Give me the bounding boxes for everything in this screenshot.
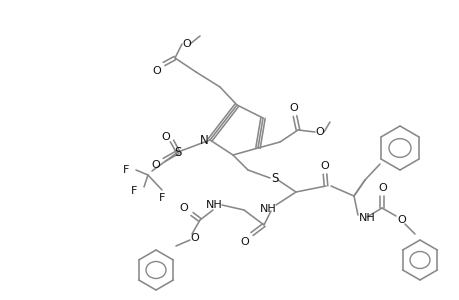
Text: O: O (151, 160, 160, 170)
Text: S: S (174, 146, 181, 158)
Text: NH: NH (205, 200, 222, 210)
Text: O: O (378, 183, 386, 193)
Text: S: S (271, 172, 278, 184)
Text: O: O (161, 132, 170, 142)
Text: O: O (182, 39, 191, 49)
Text: O: O (289, 103, 298, 113)
Text: F: F (158, 193, 165, 203)
Text: F: F (123, 165, 129, 175)
Text: NH: NH (259, 204, 276, 214)
Text: O: O (152, 66, 161, 76)
Text: O: O (315, 127, 324, 137)
Text: O: O (190, 233, 199, 243)
Text: O: O (240, 237, 249, 247)
Text: O: O (397, 215, 405, 225)
Text: N: N (199, 134, 208, 146)
Text: O: O (179, 203, 188, 213)
Text: O: O (320, 161, 329, 171)
Text: F: F (130, 186, 137, 196)
Text: NH: NH (358, 213, 375, 223)
